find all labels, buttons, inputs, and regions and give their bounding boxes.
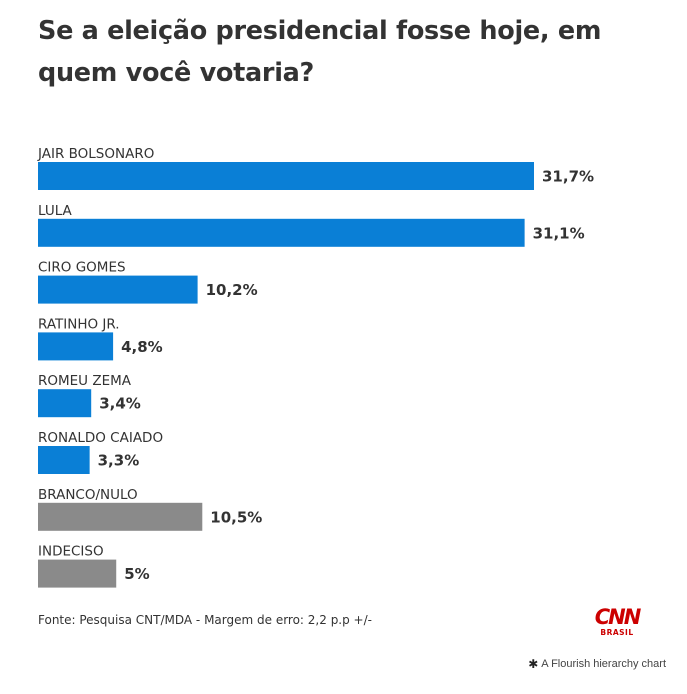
- credit-text: A Flourish hierarchy chart: [541, 658, 666, 670]
- value-label: 4,8%: [121, 338, 163, 356]
- value-label: 10,5%: [210, 508, 262, 526]
- category-label: RONALDO CAIADO: [38, 430, 163, 446]
- category-label: INDECISO: [38, 544, 104, 560]
- chart-title: Se a eleição presidencial fosse hoje, em…: [38, 16, 602, 88]
- logo-word: CNN: [594, 605, 642, 629]
- value-label: 3,4%: [99, 395, 141, 413]
- flourish-credit[interactable]: ✱ A Flourish hierarchy chart: [528, 657, 666, 671]
- cnn-brasil-logo: CNN BRASIL: [594, 605, 642, 637]
- logo-subtitle: BRASIL: [600, 628, 634, 637]
- category-label: RATINHO JR.: [38, 316, 120, 332]
- bar[interactable]: [38, 275, 198, 304]
- flourish-asterisk-icon: ✱: [528, 657, 539, 671]
- value-label: 31,7%: [542, 168, 594, 186]
- category-label: JAIR BOLSONARO: [37, 146, 154, 162]
- bar[interactable]: [38, 559, 117, 588]
- bar[interactable]: [38, 502, 203, 531]
- category-label: BRANCO/NULO: [38, 487, 138, 503]
- category-label: LULA: [38, 203, 73, 219]
- value-label: 31,1%: [533, 224, 585, 242]
- value-label: 10,2%: [206, 281, 258, 299]
- source-note: Fonte: Pesquisa CNT/MDA - Margem de erro…: [38, 613, 372, 627]
- bar[interactable]: [38, 389, 92, 418]
- bar-chart: JAIR BOLSONARO 31,7% LULA 31,1% CIRO GOMES 10…: [37, 146, 594, 588]
- category-label: CIRO GOMES: [38, 260, 126, 276]
- bar[interactable]: [38, 332, 114, 361]
- value-label: 3,3%: [98, 452, 140, 470]
- bar[interactable]: [38, 218, 525, 247]
- bar[interactable]: [38, 446, 90, 474]
- value-label: 5%: [124, 565, 149, 583]
- bar[interactable]: [38, 162, 534, 190]
- category-label: ROMEU ZEMA: [38, 373, 132, 389]
